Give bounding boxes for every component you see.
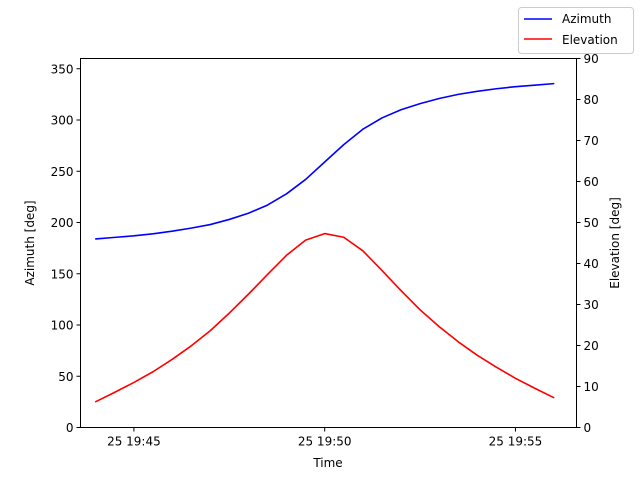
right-y-tick-label-9: 90 xyxy=(584,52,599,66)
left-y-tick-label-4: 200 xyxy=(51,216,74,230)
legend-label-elevation: Elevation xyxy=(562,33,618,47)
right-y-tick-label-1: 10 xyxy=(584,380,599,394)
series-line-elevation xyxy=(94,232,555,403)
left-y-tick-label-5: 250 xyxy=(51,165,74,179)
left-y-ticks: 0 50 100 150 200 250 300 350 xyxy=(51,62,81,435)
plot-frame xyxy=(80,58,577,428)
left-y-tick-label-3: 150 xyxy=(51,267,74,281)
x-tick-label-1: 25 19:50 xyxy=(298,435,352,449)
right-y-tick-label-2: 20 xyxy=(584,339,599,353)
left-y-tick-label-7: 350 xyxy=(51,62,74,76)
legend-label-azimuth: Azimuth xyxy=(562,12,611,26)
left-y-tick-label-0: 0 xyxy=(66,421,74,435)
legend: Azimuth Elevation xyxy=(518,7,634,54)
right-y-axis-label: Elevation [deg] xyxy=(608,197,622,289)
series-line-azimuth xyxy=(94,82,555,240)
series-lines xyxy=(94,82,555,403)
left-y-tick-label-2: 100 xyxy=(51,319,74,333)
right-y-tick-label-7: 70 xyxy=(584,134,599,148)
left-y-tick-label-6: 300 xyxy=(51,114,74,128)
left-y-axis-label: Azimuth [deg] xyxy=(23,200,37,285)
x-axis-label: Time xyxy=(312,456,342,470)
right-y-tick-label-0: 0 xyxy=(584,421,592,435)
x-ticks: 25 19:45 25 19:50 25 19:55 xyxy=(107,427,543,449)
right-y-tick-label-6: 60 xyxy=(584,175,599,189)
right-y-tick-label-3: 30 xyxy=(584,298,599,312)
right-y-tick-label-5: 50 xyxy=(584,216,599,230)
x-tick-label-0: 25 19:45 xyxy=(107,435,161,449)
x-tick-label-2: 25 19:55 xyxy=(489,435,543,449)
left-y-tick-label-1: 50 xyxy=(58,370,73,384)
right-y-ticks: 0 10 20 30 40 50 60 70 80 90 xyxy=(576,52,599,435)
right-y-tick-label-4: 40 xyxy=(584,257,599,271)
right-y-tick-label-8: 80 xyxy=(584,93,599,107)
